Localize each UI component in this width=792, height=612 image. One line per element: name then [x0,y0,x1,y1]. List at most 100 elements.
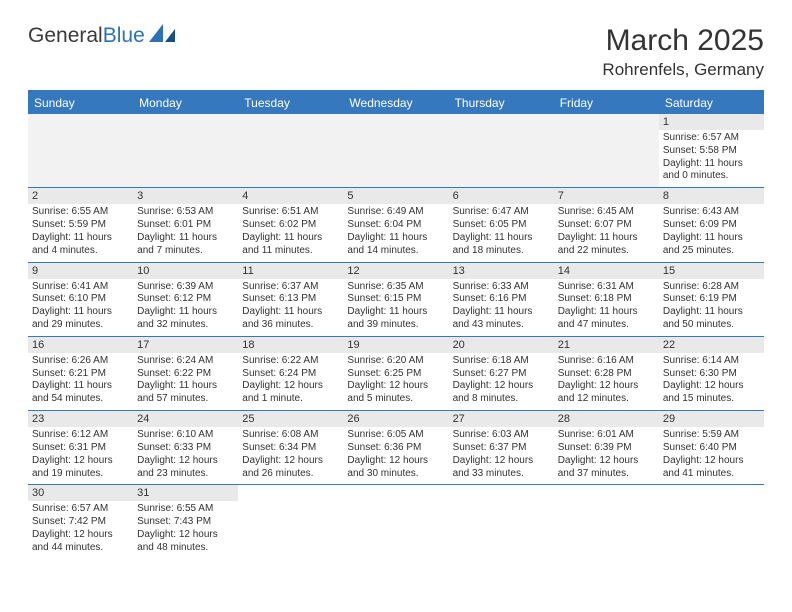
day-number: 2 [28,188,133,204]
empty-cell [28,114,133,188]
location: Rohrenfels, Germany [602,60,764,80]
day-info-line: Sunset: 6:21 PM [32,368,129,381]
weekday-header: Sunday [28,92,133,114]
day-info-line: Sunset: 6:18 PM [558,293,655,306]
calendar-grid: SundayMondayTuesdayWednesdayThursdayFrid… [28,90,764,559]
day-info-line: Sunrise: 6:18 AM [453,355,550,368]
day-number: 27 [449,411,554,427]
day-info-line: Daylight: 11 hours and 22 minutes. [558,232,655,258]
day-number: 13 [449,263,554,279]
empty-cell [238,114,343,188]
day-info-line: Daylight: 12 hours and 26 minutes. [242,455,339,481]
day-info-line: Sunrise: 6:45 AM [558,206,655,219]
day-info-line: Sunset: 5:59 PM [32,219,129,232]
empty-cell [659,485,764,559]
day-number: 24 [133,411,238,427]
day-info-line: Daylight: 12 hours and 19 minutes. [32,455,129,481]
weekday-header: Saturday [659,92,764,114]
day-cell: 29Sunrise: 5:59 AMSunset: 6:40 PMDayligh… [659,411,764,485]
day-number: 14 [554,263,659,279]
day-info-line: Daylight: 11 hours and 36 minutes. [242,306,339,332]
day-cell: 30Sunrise: 6:57 AMSunset: 7:42 PMDayligh… [28,485,133,559]
day-info-line: Daylight: 11 hours and 0 minutes. [663,158,760,184]
day-number: 23 [28,411,133,427]
day-info-line: Sunset: 6:37 PM [453,442,550,455]
day-info-line: Sunrise: 6:05 AM [347,429,444,442]
day-info-line: Daylight: 12 hours and 12 minutes. [558,380,655,406]
day-cell: 23Sunrise: 6:12 AMSunset: 6:31 PMDayligh… [28,411,133,485]
day-cell: 14Sunrise: 6:31 AMSunset: 6:18 PMDayligh… [554,263,659,337]
day-info-line: Daylight: 12 hours and 37 minutes. [558,455,655,481]
day-number: 26 [343,411,448,427]
day-cell: 8Sunrise: 6:43 AMSunset: 6:09 PMDaylight… [659,188,764,262]
day-info-line: Sunrise: 6:51 AM [242,206,339,219]
day-number: 25 [238,411,343,427]
empty-cell [554,114,659,188]
logo-sail-icon [149,24,175,48]
day-info-line: Sunrise: 6:57 AM [663,132,760,145]
day-number: 19 [343,337,448,353]
day-number: 20 [449,337,554,353]
day-number: 21 [554,337,659,353]
day-number: 22 [659,337,764,353]
day-info-line: Sunrise: 6:49 AM [347,206,444,219]
day-info-line: Sunset: 6:33 PM [137,442,234,455]
day-info-line: Daylight: 12 hours and 8 minutes. [453,380,550,406]
day-number: 9 [28,263,133,279]
day-info-line: Daylight: 12 hours and 48 minutes. [137,529,234,555]
day-info-line: Daylight: 12 hours and 1 minute. [242,380,339,406]
weekday-header: Friday [554,92,659,114]
day-number: 11 [238,263,343,279]
day-cell: 15Sunrise: 6:28 AMSunset: 6:19 PMDayligh… [659,263,764,337]
day-info-line: Sunrise: 6:33 AM [453,281,550,294]
day-info-line: Daylight: 12 hours and 23 minutes. [137,455,234,481]
empty-cell [449,114,554,188]
day-info-line: Daylight: 11 hours and 7 minutes. [137,232,234,258]
day-info-line: Sunset: 6:36 PM [347,442,444,455]
day-number: 1 [659,114,764,130]
day-cell: 7Sunrise: 6:45 AMSunset: 6:07 PMDaylight… [554,188,659,262]
day-info-line: Daylight: 11 hours and 4 minutes. [32,232,129,258]
day-info-line: Sunset: 6:34 PM [242,442,339,455]
day-cell: 27Sunrise: 6:03 AMSunset: 6:37 PMDayligh… [449,411,554,485]
day-cell: 9Sunrise: 6:41 AMSunset: 6:10 PMDaylight… [28,263,133,337]
day-info-line: Sunrise: 6:53 AM [137,206,234,219]
day-number: 3 [133,188,238,204]
day-cell: 21Sunrise: 6:16 AMSunset: 6:28 PMDayligh… [554,337,659,411]
day-number: 16 [28,337,133,353]
empty-cell [449,485,554,559]
day-info-line: Sunrise: 6:31 AM [558,281,655,294]
day-number: 7 [554,188,659,204]
day-number: 8 [659,188,764,204]
day-info-line: Daylight: 11 hours and 11 minutes. [242,232,339,258]
day-info-line: Sunrise: 6:14 AM [663,355,760,368]
day-info-line: Sunrise: 5:59 AM [663,429,760,442]
day-info-line: Sunset: 6:19 PM [663,293,760,306]
calendar-page: GeneralBlue March 2025 Rohrenfels, Germa… [0,0,792,579]
day-info-line: Daylight: 11 hours and 43 minutes. [453,306,550,332]
day-cell: 31Sunrise: 6:55 AMSunset: 7:43 PMDayligh… [133,485,238,559]
day-cell: 25Sunrise: 6:08 AMSunset: 6:34 PMDayligh… [238,411,343,485]
day-info-line: Sunset: 6:15 PM [347,293,444,306]
day-info-line: Daylight: 11 hours and 57 minutes. [137,380,234,406]
day-cell: 24Sunrise: 6:10 AMSunset: 6:33 PMDayligh… [133,411,238,485]
day-info-line: Sunrise: 6:43 AM [663,206,760,219]
day-cell: 17Sunrise: 6:24 AMSunset: 6:22 PMDayligh… [133,337,238,411]
day-info-line: Daylight: 11 hours and 50 minutes. [663,306,760,332]
day-info-line: Sunrise: 6:55 AM [32,206,129,219]
weekday-header: Tuesday [238,92,343,114]
day-number: 12 [343,263,448,279]
day-info-line: Sunset: 6:13 PM [242,293,339,306]
day-info-line: Sunset: 6:09 PM [663,219,760,232]
day-info-line: Sunrise: 6:16 AM [558,355,655,368]
day-cell: 6Sunrise: 6:47 AMSunset: 6:05 PMDaylight… [449,188,554,262]
day-cell: 1Sunrise: 6:57 AMSunset: 5:58 PMDaylight… [659,114,764,188]
day-info-line: Daylight: 11 hours and 29 minutes. [32,306,129,332]
day-info-line: Sunrise: 6:47 AM [453,206,550,219]
day-number: 4 [238,188,343,204]
day-info-line: Sunrise: 6:35 AM [347,281,444,294]
day-info-line: Sunrise: 6:57 AM [32,503,129,516]
day-cell: 11 Sunrise: 6:37 AMSunset: 6:13 PMDayligh… [238,263,343,337]
title-block: March 2025 Rohrenfels, Germany [602,24,764,80]
day-info-line: Sunrise: 6:37 AM [242,281,339,294]
